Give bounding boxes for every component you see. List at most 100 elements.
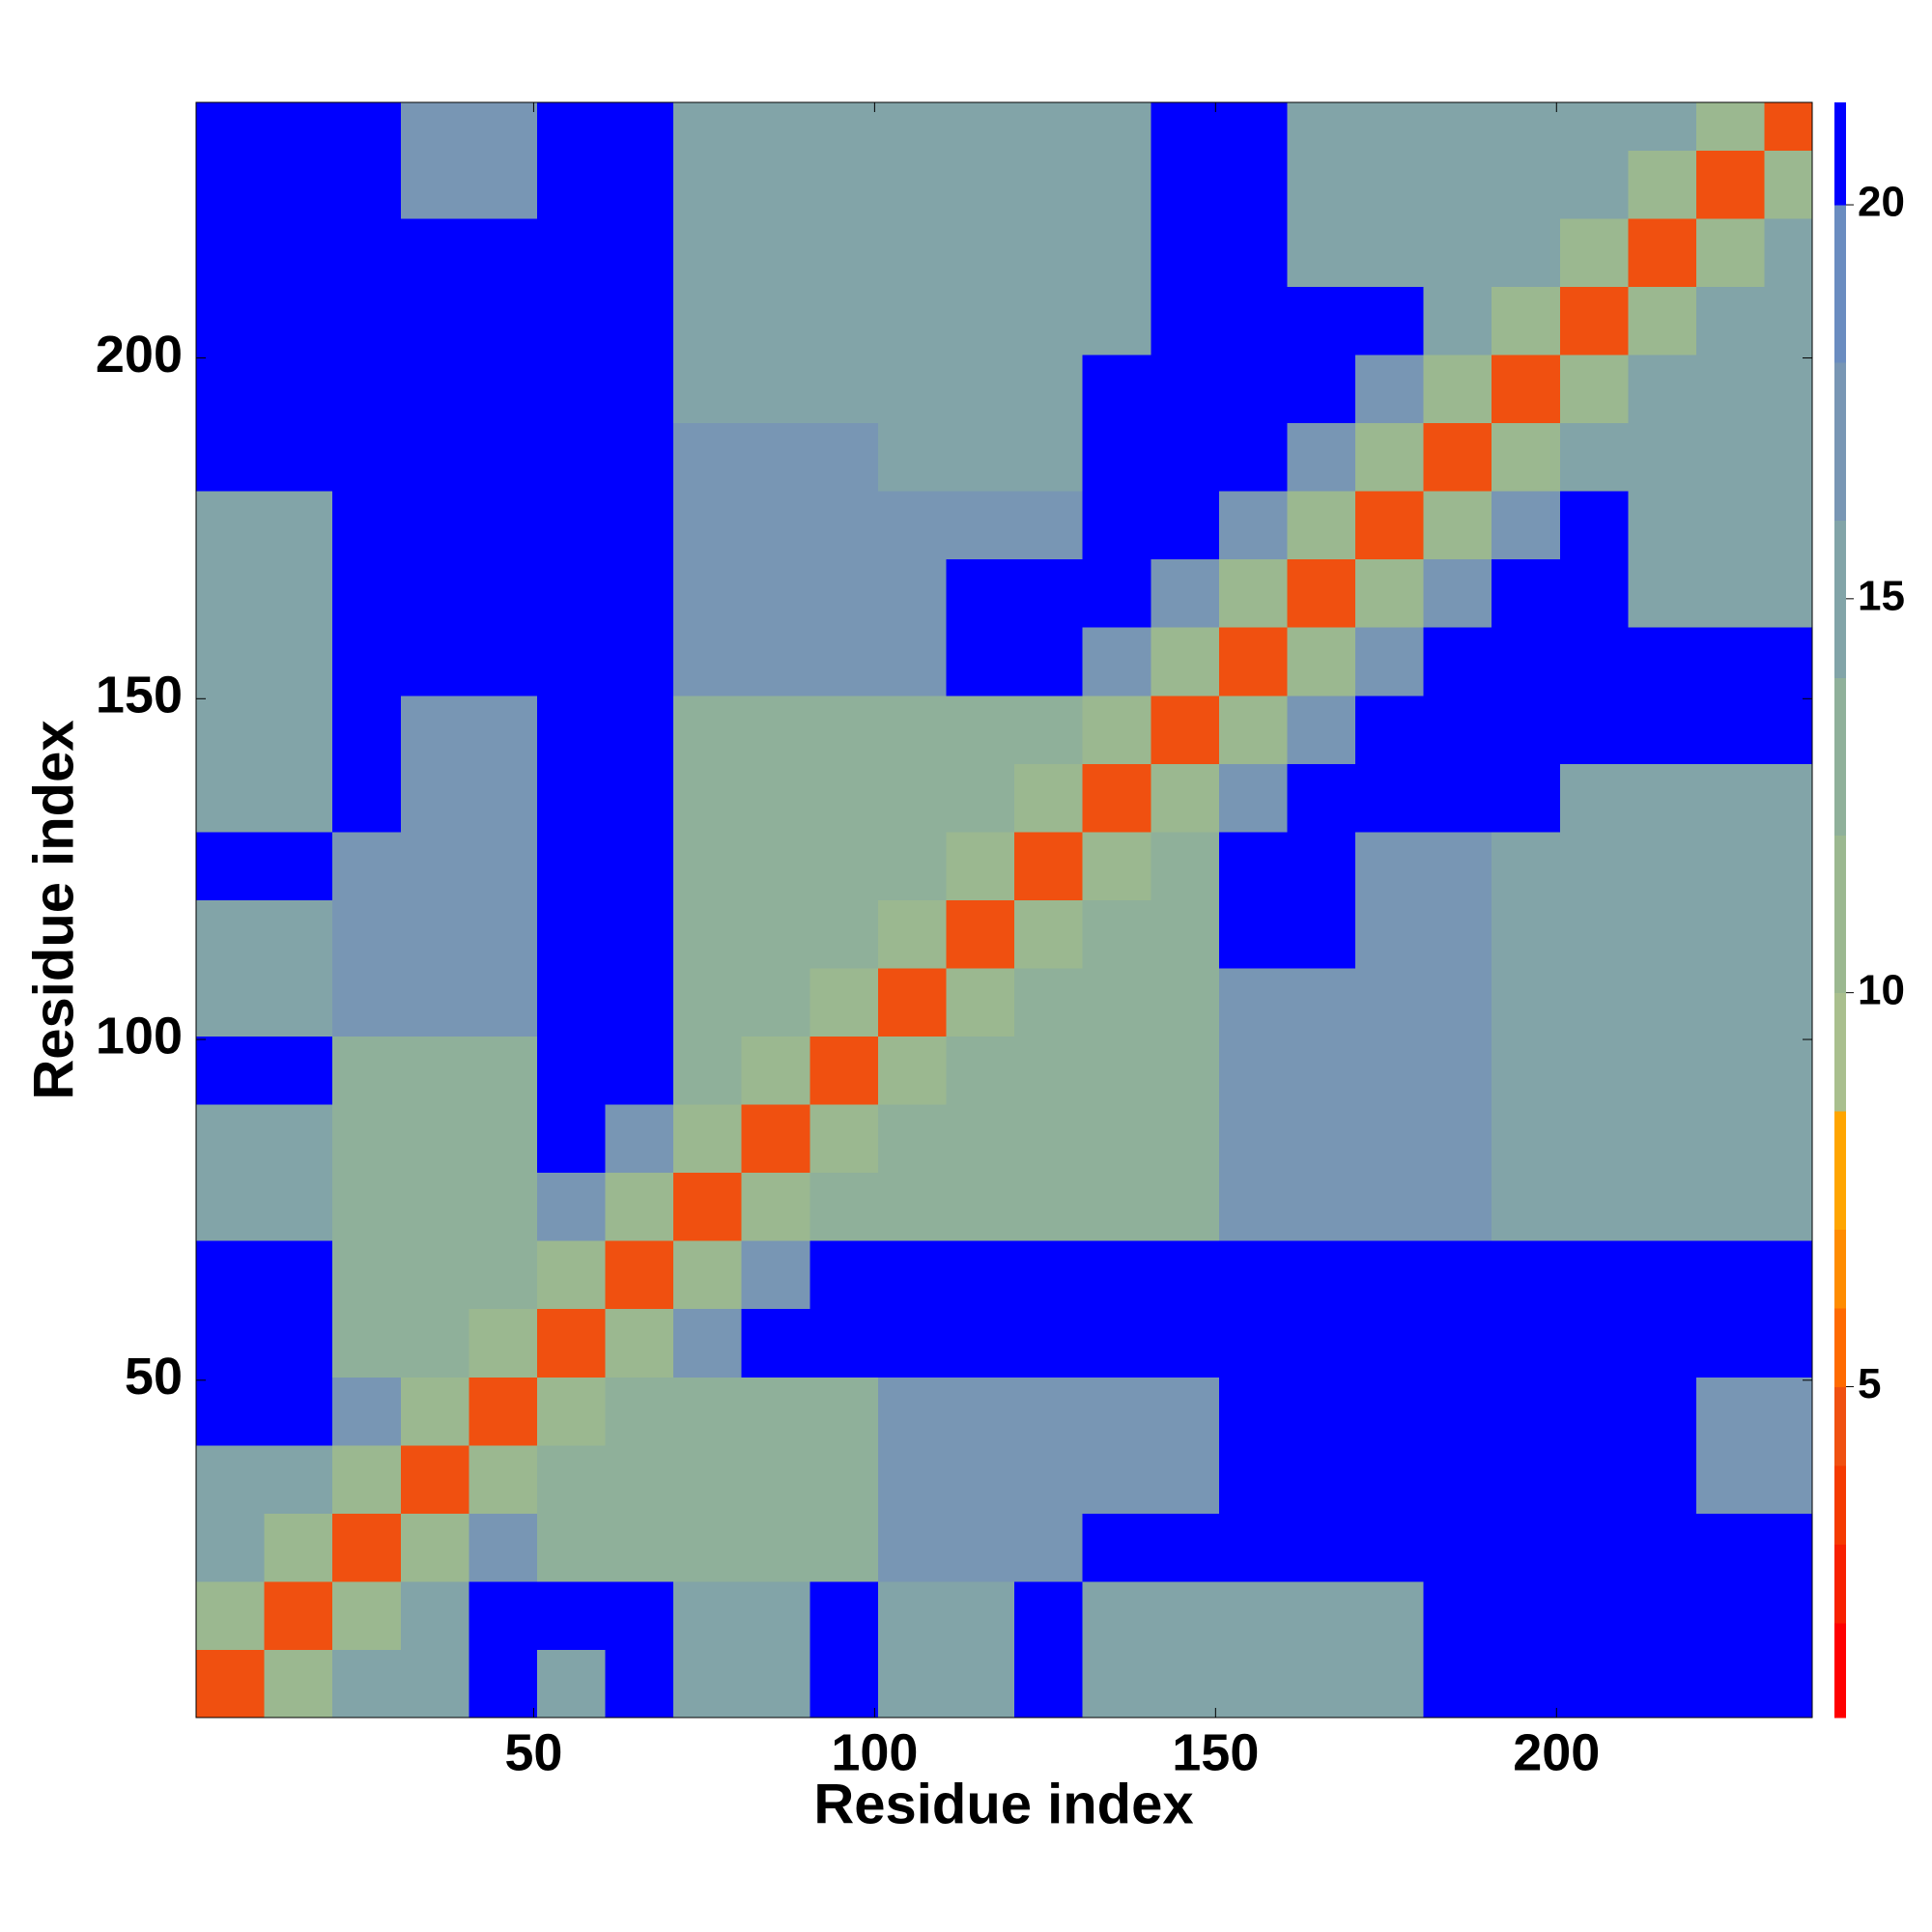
heatmap-cell — [1559, 763, 1629, 833]
heatmap-cell — [1695, 1444, 1766, 1514]
heatmap-cell — [332, 355, 402, 424]
heatmap-cell — [1151, 627, 1220, 696]
heatmap-cell — [1082, 967, 1151, 1037]
heatmap-cell — [264, 491, 333, 560]
heatmap-cell — [877, 1444, 947, 1514]
heatmap-cell — [1764, 1377, 1813, 1446]
heatmap-cell — [1559, 1580, 1629, 1650]
heatmap-cell — [810, 355, 879, 424]
heatmap-cell — [1423, 102, 1492, 151]
heatmap-cell — [332, 1444, 402, 1514]
heatmap-cell — [400, 1240, 469, 1310]
heatmap-cell — [810, 217, 879, 287]
colorbar-segment — [1834, 362, 1846, 521]
heatmap-cell — [469, 102, 538, 151]
heatmap-cell — [877, 355, 947, 424]
heatmap-cell — [1287, 150, 1356, 219]
heatmap-cell — [1082, 422, 1151, 492]
heatmap-cell — [196, 1513, 266, 1582]
heatmap-cell — [1218, 1104, 1288, 1174]
heatmap-cell — [1492, 1513, 1561, 1582]
heatmap-cell — [1082, 1308, 1151, 1378]
heatmap-cell — [1014, 217, 1084, 287]
heatmap-cell — [1559, 102, 1629, 151]
heatmap-cell — [332, 627, 402, 696]
heatmap-cell — [536, 967, 607, 1037]
heatmap-cell — [1355, 558, 1425, 628]
heatmap-cell — [1559, 1036, 1629, 1105]
heatmap-cell — [1492, 422, 1561, 492]
heatmap-cell — [1628, 491, 1697, 560]
colorbar-segment — [1834, 1110, 1846, 1230]
heatmap-cell — [1355, 1444, 1425, 1514]
heatmap-cell — [673, 831, 743, 900]
heatmap-cell — [1151, 831, 1220, 900]
heatmap-cell — [1355, 217, 1425, 287]
heatmap-cell — [1695, 967, 1766, 1037]
heatmap-cell — [196, 1377, 266, 1446]
y-tick-label: 50 — [125, 1348, 183, 1406]
heatmap-cell — [1287, 1444, 1356, 1514]
heatmap-cell — [673, 627, 743, 696]
heatmap-cell — [946, 102, 1015, 151]
heatmap-cell — [1082, 1036, 1151, 1105]
heatmap-cell — [196, 831, 266, 900]
heatmap-cell — [810, 1513, 879, 1582]
heatmap-cell — [1355, 491, 1425, 560]
heatmap-cell — [877, 1649, 947, 1719]
heatmap-cell — [400, 1513, 469, 1582]
heatmap-cell — [1218, 1172, 1288, 1241]
heatmap-cell — [1218, 1036, 1288, 1105]
heatmap-cell — [741, 1308, 810, 1378]
heatmap-cell — [1559, 355, 1629, 424]
heatmap-cell — [673, 150, 743, 219]
heatmap-cell — [1695, 695, 1766, 764]
heatmap-cell — [1355, 627, 1425, 696]
heatmap-cell — [1764, 422, 1813, 492]
heatmap-cell — [810, 1444, 879, 1514]
heatmap-cell — [877, 102, 947, 151]
heatmap-cell — [1014, 286, 1084, 355]
heatmap-cell — [264, 967, 333, 1037]
heatmap-cell — [877, 627, 947, 696]
heatmap-cell — [605, 491, 674, 560]
x-axis-label: Residue index — [813, 1773, 1193, 1835]
heatmap-cell — [673, 491, 743, 560]
heatmap-cell — [469, 831, 538, 900]
heatmap-cell — [1151, 695, 1220, 764]
heatmap-cell — [536, 763, 607, 833]
heatmap-cell — [196, 763, 266, 833]
heatmap-cell — [1559, 899, 1629, 969]
heatmap-cell — [1423, 1240, 1492, 1310]
heatmap-cell — [1492, 217, 1561, 287]
heatmap-cell — [1082, 899, 1151, 969]
heatmap-cell — [741, 899, 810, 969]
colorbar-segment — [1834, 520, 1846, 678]
heatmap-cell — [1764, 1240, 1813, 1310]
heatmap-cell — [536, 1649, 607, 1719]
heatmap-cell — [1695, 491, 1766, 560]
heatmap-cell — [1695, 150, 1766, 219]
heatmap-cell — [469, 558, 538, 628]
heatmap-cell — [1218, 1444, 1288, 1514]
heatmap-cell — [1287, 1377, 1356, 1446]
heatmap-cell — [1355, 102, 1425, 151]
heatmap-cell — [877, 286, 947, 355]
heatmap-cell — [946, 899, 1015, 969]
heatmap-cell — [1082, 1172, 1151, 1241]
heatmap-cell — [1151, 286, 1220, 355]
heatmap-cell — [946, 1308, 1015, 1378]
heatmap-cell — [810, 491, 879, 560]
heatmap-cell — [469, 217, 538, 287]
heatmap-cell — [1695, 627, 1766, 696]
heatmap-cell — [877, 1513, 947, 1582]
heatmap-cell — [332, 899, 402, 969]
heatmap-cell — [1014, 1444, 1084, 1514]
heatmap-cell — [810, 899, 879, 969]
heatmap-cell — [1695, 1580, 1766, 1650]
heatmap-cell — [1764, 1580, 1813, 1650]
heatmap-cell — [1695, 1172, 1766, 1241]
heatmap-cell — [1559, 558, 1629, 628]
heatmap-cell — [469, 1580, 538, 1650]
colorbar-tick-label: 15 — [1858, 572, 1905, 619]
